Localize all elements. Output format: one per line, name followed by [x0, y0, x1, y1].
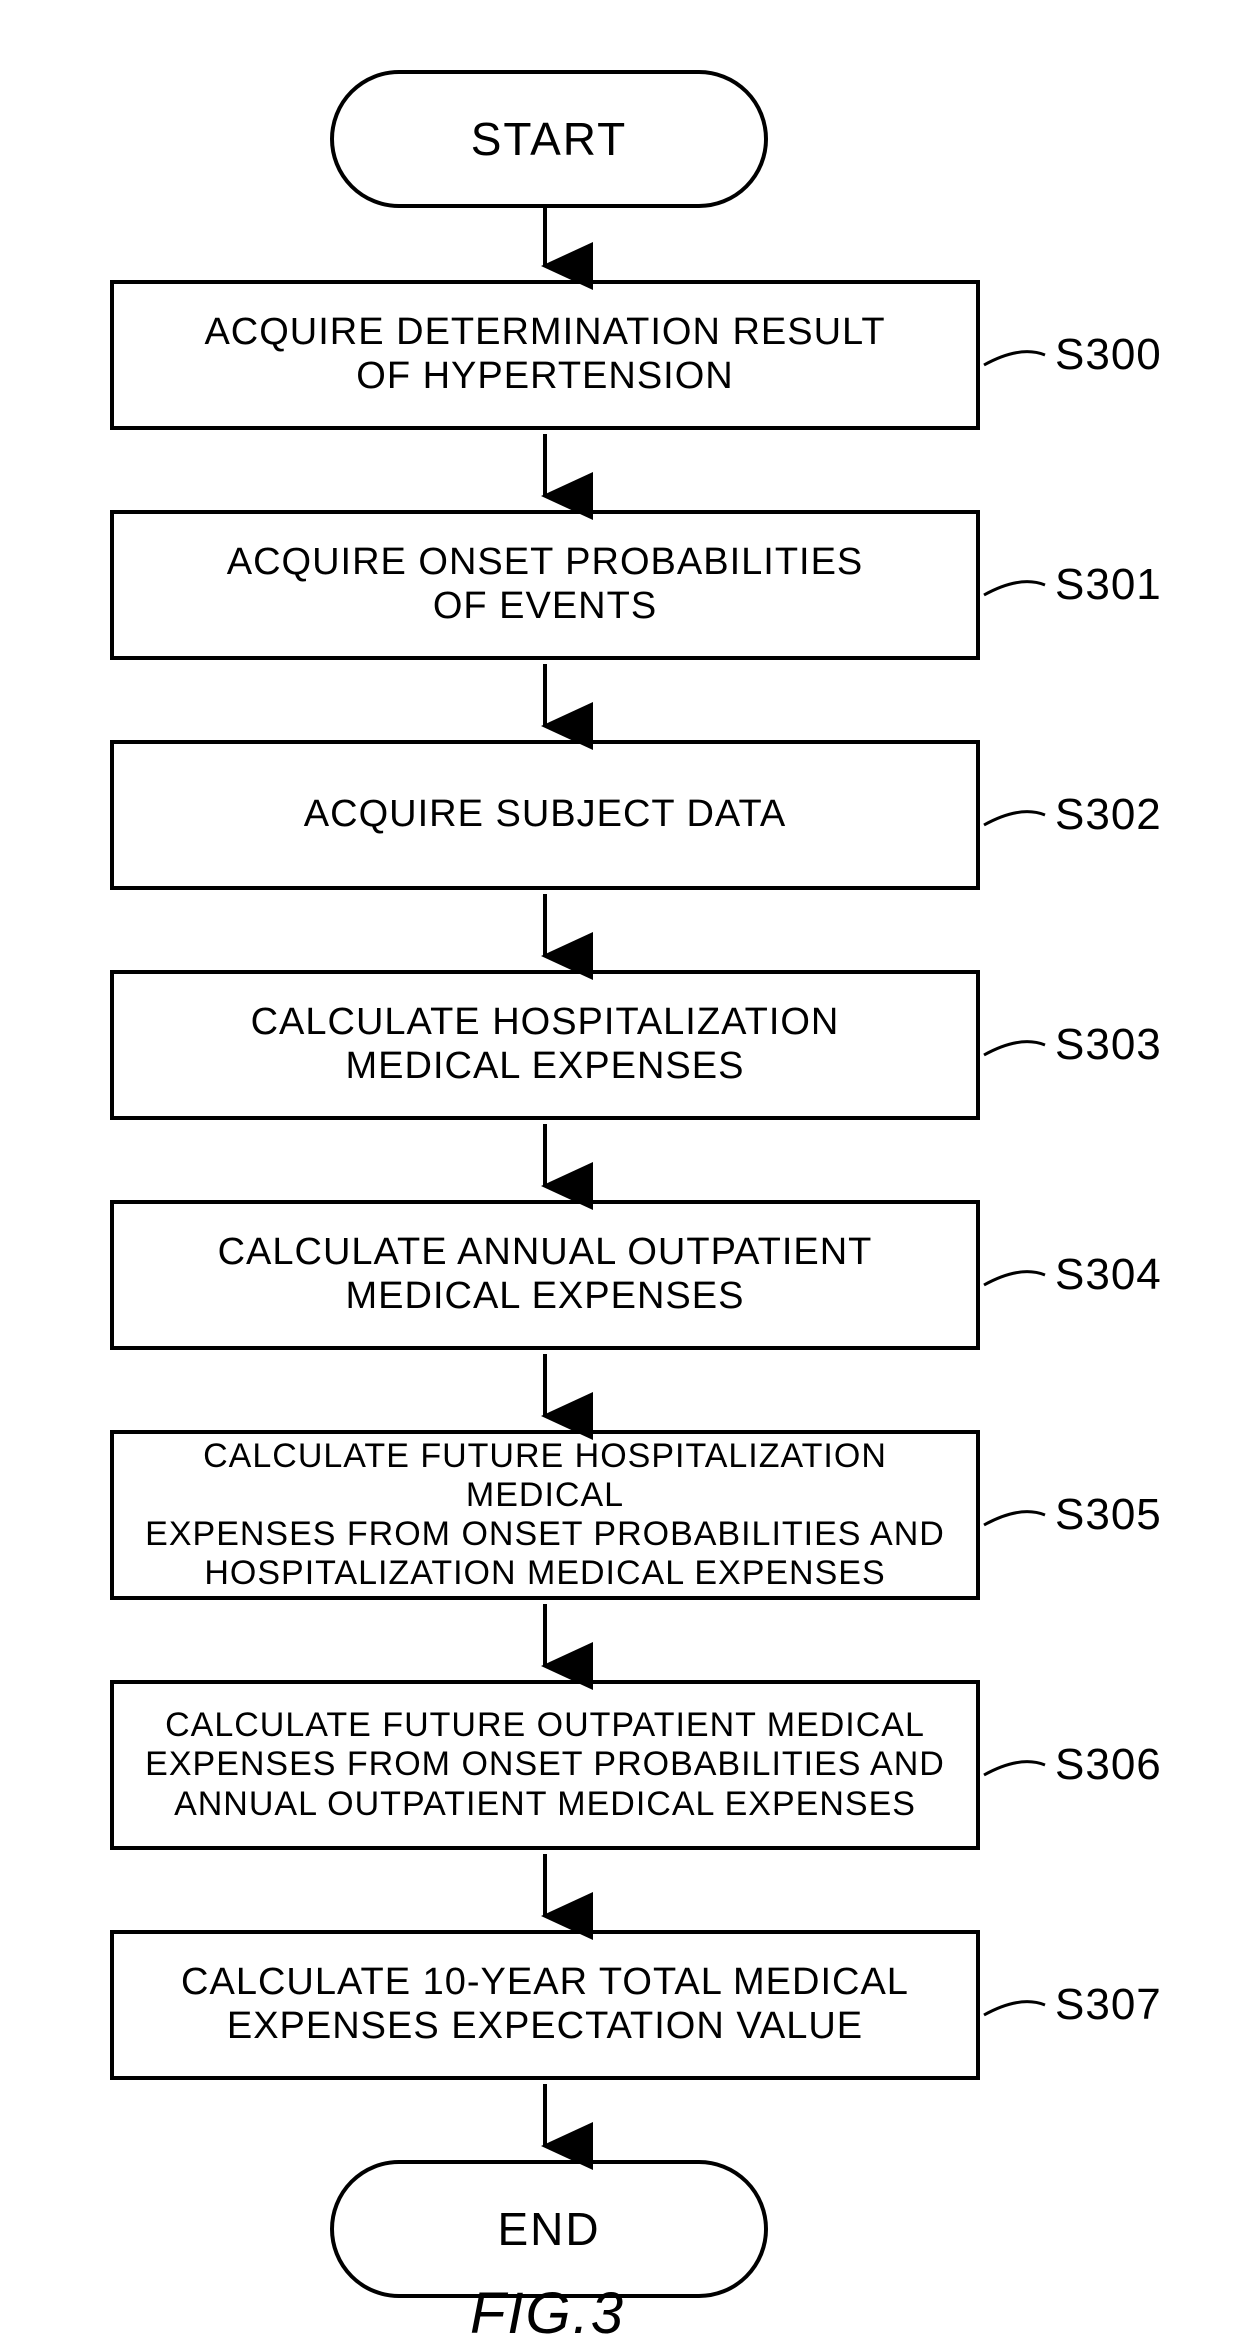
process-s305: CALCULATE FUTURE HOSPITALIZATION MEDICAL… [110, 1430, 980, 1600]
process-label: ACQUIRE DETERMINATION RESULTOF HYPERTENS… [204, 311, 885, 398]
process-s307: CALCULATE 10-YEAR TOTAL MEDICALEXPENSES … [110, 1930, 980, 2080]
step-id-s302: S302 [1055, 790, 1162, 840]
process-s303: CALCULATE HOSPITALIZATIONMEDICAL EXPENSE… [110, 970, 980, 1120]
step-id-s307: S307 [1055, 1980, 1162, 2030]
step-id-s301: S301 [1055, 560, 1162, 610]
process-label: ACQUIRE SUBJECT DATA [304, 793, 786, 837]
process-label: CALCULATE FUTURE OUTPATIENT MEDICALEXPEN… [145, 1706, 945, 1823]
step-id-s303: S303 [1055, 1020, 1162, 1070]
process-label: CALCULATE 10-YEAR TOTAL MEDICALEXPENSES … [181, 1961, 909, 2048]
figure-caption: FIG.3 [470, 2280, 625, 2347]
step-id-s305: S305 [1055, 1490, 1162, 1540]
process-label: CALCULATE ANNUAL OUTPATIENTMEDICAL EXPEN… [218, 1231, 873, 1318]
step-id-s304: S304 [1055, 1250, 1162, 1300]
flowchart-canvas: START ACQUIRE DETERMINATION RESULTOF HYP… [0, 0, 1240, 2341]
process-label: ACQUIRE ONSET PROBABILITIESOF EVENTS [227, 541, 864, 628]
process-s301: ACQUIRE ONSET PROBABILITIESOF EVENTS [110, 510, 980, 660]
process-s302: ACQUIRE SUBJECT DATA [110, 740, 980, 890]
terminator-start: START [330, 70, 768, 208]
process-label: CALCULATE HOSPITALIZATIONMEDICAL EXPENSE… [251, 1001, 840, 1088]
process-s306: CALCULATE FUTURE OUTPATIENT MEDICALEXPEN… [110, 1680, 980, 1850]
process-label: CALCULATE FUTURE HOSPITALIZATION MEDICAL… [126, 1437, 964, 1593]
terminator-end: END [330, 2160, 768, 2298]
process-s304: CALCULATE ANNUAL OUTPATIENTMEDICAL EXPEN… [110, 1200, 980, 1350]
process-s300: ACQUIRE DETERMINATION RESULTOF HYPERTENS… [110, 280, 980, 430]
step-id-s306: S306 [1055, 1740, 1162, 1790]
step-id-s300: S300 [1055, 330, 1162, 380]
